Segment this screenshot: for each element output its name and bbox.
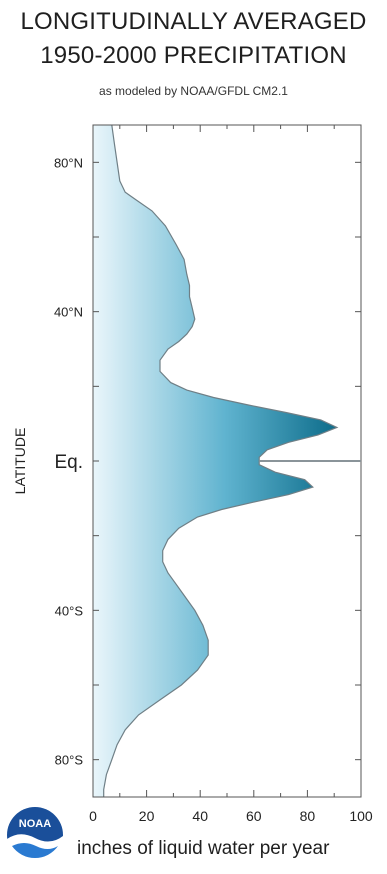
x-tick-labels: 0 20 40 60 80 100 (89, 808, 373, 824)
noaa-logo-text: NOAA (19, 818, 51, 830)
x-tick-label: 80 (300, 808, 316, 824)
y-tick-label: 80°S (55, 753, 84, 768)
x-tick-label: 100 (349, 808, 373, 824)
y-tick-labels: 80°N 40°N Eq. 40°S 80°S (54, 155, 83, 767)
y-axis-label: LATITUDE (12, 428, 28, 495)
y-tick-label: 80°N (54, 155, 83, 170)
noaa-logo-icon: NOAA (7, 807, 63, 868)
x-tick-label: 0 (89, 808, 97, 824)
precipitation-outline (103, 124, 339, 797)
x-tick-label: 60 (246, 808, 262, 824)
x-tick-label: 20 (139, 808, 155, 824)
x-tick-label: 40 (192, 808, 208, 824)
precipitation-area (93, 125, 337, 797)
y-tick-label: 40°N (54, 305, 83, 320)
chart-title-line2: 1950-2000 PRECIPITATION (40, 42, 347, 69)
chart-subtitle: as modeled by NOAA/GFDL CM2.1 (99, 84, 288, 98)
noaa-logo: NOAA (6, 806, 64, 868)
chart-title-line1: LONGITUDINALLY AVERAGED (20, 8, 367, 35)
y-tick-label: Eq. (54, 452, 83, 473)
x-axis-label: inches of liquid water per year (77, 838, 330, 859)
y-tick-label: 40°S (55, 603, 84, 618)
